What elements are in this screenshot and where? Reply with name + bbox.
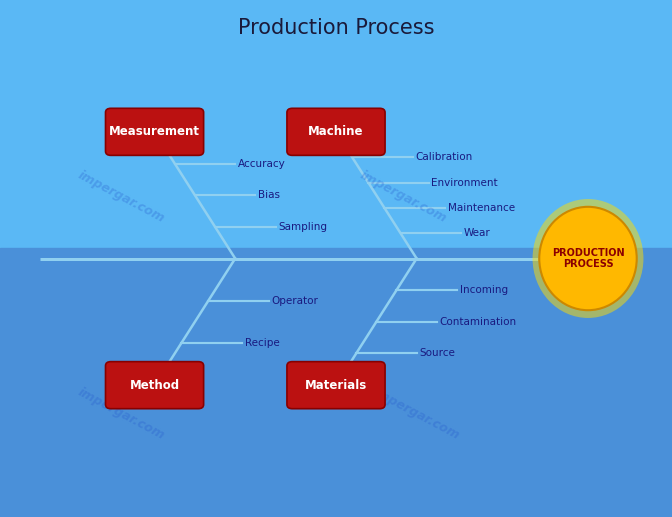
Text: Measurement: Measurement [109,125,200,139]
Text: Operator: Operator [271,296,319,306]
Text: Maintenance: Maintenance [448,203,515,213]
Text: impergar.com: impergar.com [75,385,167,442]
Text: Calibration: Calibration [415,152,472,162]
Text: Contamination: Contamination [439,317,517,327]
Ellipse shape [539,207,637,310]
Bar [0,248,672,517]
FancyBboxPatch shape [106,109,204,155]
Text: Accuracy: Accuracy [238,159,286,169]
Text: impergar.com: impergar.com [358,168,449,225]
Text: Wear: Wear [464,228,491,238]
FancyBboxPatch shape [287,362,385,408]
Ellipse shape [533,199,643,318]
Text: impergar.com: impergar.com [371,385,462,442]
Text: Environment: Environment [431,177,498,188]
Text: Sampling: Sampling [278,222,327,232]
Text: Materials: Materials [305,378,367,392]
Text: impergar.com: impergar.com [75,168,167,225]
Text: Production Process: Production Process [238,18,434,38]
Text: Source: Source [419,348,455,358]
Text: Bias: Bias [258,190,280,200]
Text: Machine: Machine [308,125,364,139]
Text: Method: Method [130,378,179,392]
Bar [0,0,672,248]
FancyBboxPatch shape [106,362,204,408]
FancyBboxPatch shape [287,109,385,155]
Text: Incoming: Incoming [460,285,508,295]
Text: PRODUCTION
PROCESS: PRODUCTION PROCESS [552,248,624,269]
Text: Recipe: Recipe [245,338,280,348]
